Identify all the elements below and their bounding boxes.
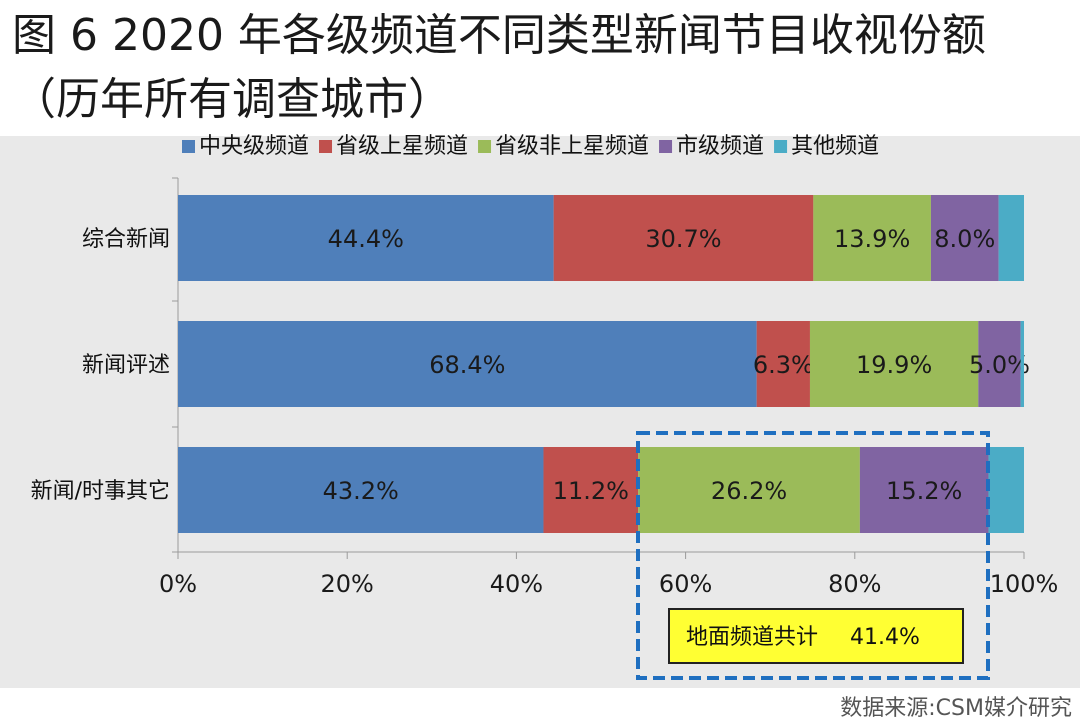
legend-label: 省级上星频道 [336,134,468,159]
legend-swatch [182,140,195,153]
x-tick-label: 0% [159,570,197,598]
highlight-dashed-box [636,431,990,680]
category-label: 新闻/时事其它 [31,479,170,504]
data-label: 6.3% [753,351,814,379]
data-label: 44.4% [328,225,404,253]
bar-segment [178,447,544,533]
x-tick-label: 40% [490,570,543,598]
x-tick-label: 20% [321,570,374,598]
chart-title: 图 6 2020 年各级频道不同类型新闻节目收视份额（历年所有调查城市） [12,10,986,125]
bar-segment [998,195,1024,281]
data-label: 8.0% [934,225,995,253]
x-tick-label: 100% [990,570,1059,598]
data-label: 5.0% [969,351,1030,379]
x-tick-label: 80% [828,570,881,598]
legend-swatch [319,140,333,153]
annotation-value: 41.4% [850,625,920,650]
category-label: 新闻评述 [82,353,170,378]
data-label: 43.2% [323,477,399,505]
data-label: 13.9% [834,225,910,253]
bar-segment [859,447,989,533]
data-label: 15.2% [886,477,962,505]
legend-swatch [478,140,492,153]
annotation-label: 地面频道共计 [686,625,818,650]
data-label: 68.4% [429,351,505,379]
bar-segment [178,321,757,407]
bar-segment [930,195,999,281]
bar-segment [813,195,931,281]
annotation-box [668,608,964,664]
bar-segment [553,195,814,281]
bar-segment [809,321,979,407]
legend-label: 中央级频道 [199,134,309,159]
legend-label: 市级频道 [676,134,764,159]
data-source: 数据来源:CSM媒介研究 [840,696,1072,721]
data-label: 26.2% [711,477,787,505]
bar-segment [978,321,1021,407]
bar-segment [1020,321,1024,407]
bar-segment [988,447,1024,533]
legend-label: 其他频道 [791,134,879,159]
bar-segment [756,321,810,407]
legend-swatch [659,140,673,153]
bar-segment [178,195,554,281]
bar-segment [638,447,860,533]
data-label: 11.2% [553,477,629,505]
category-label: 综合新闻 [82,227,170,252]
x-tick-label: 60% [659,570,712,598]
bar-segment [543,447,639,533]
legend-label: 省级非上星频道 [495,134,649,159]
data-label: 30.7% [645,225,721,253]
legend-swatch [774,140,788,153]
data-label: 19.9% [856,351,932,379]
